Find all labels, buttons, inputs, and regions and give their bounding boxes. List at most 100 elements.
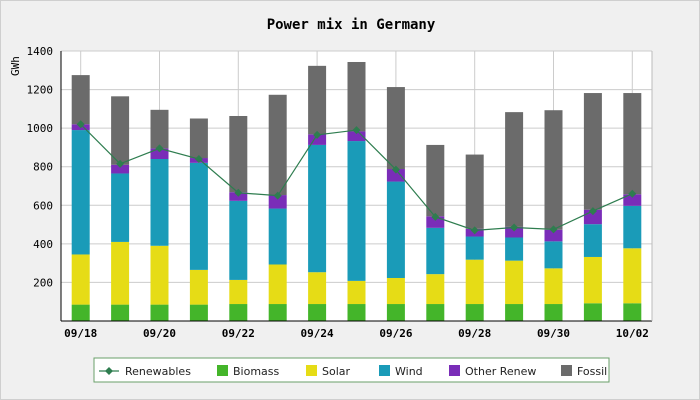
bar-wind [583, 224, 602, 257]
bar-other-renew [268, 195, 287, 209]
bar-solar [426, 274, 445, 305]
x-tick-label: 09/30 [537, 327, 570, 340]
legend-swatch-other-renew [449, 365, 460, 376]
x-tick-label: 09/24 [301, 327, 334, 340]
bar-solar [544, 268, 563, 305]
legend: Renewables Biomass Solar Wind Other Renew Fos… [93, 357, 610, 383]
chart-title: Power mix in Germany [267, 17, 436, 33]
y-tick-label: 600 [33, 199, 53, 212]
bar-solar [465, 259, 484, 305]
y-tick-label: 800 [33, 161, 53, 174]
legend-swatch-wind [379, 365, 390, 376]
bar-fossil [111, 96, 130, 165]
renewables-point [155, 144, 164, 153]
bar-fossil [505, 112, 524, 227]
bar-wind [544, 241, 563, 269]
legend-label-renewables: Renewables [125, 365, 191, 378]
bar-fossil [308, 65, 327, 135]
bar-wind [347, 141, 366, 281]
bar-wind [465, 236, 484, 260]
bar-biomass [229, 304, 248, 321]
bar-fossil [71, 75, 90, 125]
x-tick-label: 09/26 [379, 327, 412, 340]
renewables-point [116, 159, 125, 168]
bar-wind [71, 130, 90, 255]
renewables-point [628, 189, 637, 198]
bar-fossil [229, 115, 248, 193]
bar-biomass [544, 304, 563, 321]
bar-wind [623, 205, 642, 249]
axes: 200 400 600 800 1000 1200 1400 09/18 09/20 09/22 0… [27, 45, 653, 340]
renewables-point [549, 225, 558, 234]
bar-biomass [71, 304, 90, 321]
bar-biomass [111, 304, 130, 321]
bar-wind [229, 200, 248, 280]
bar-other-renew [111, 164, 130, 174]
renewables-point [352, 126, 361, 135]
renewables-line [76, 120, 637, 235]
bar-solar [347, 280, 366, 305]
bar-fossil [150, 109, 169, 149]
bar-other-renew [623, 194, 642, 206]
bar-solar [111, 241, 130, 305]
bar-wind [111, 173, 130, 242]
x-tick-label: 09/28 [458, 327, 491, 340]
bar-solar [623, 248, 642, 304]
renewables-point [431, 212, 440, 221]
bar-solar [189, 269, 208, 305]
y-tick-label: 1400 [27, 45, 54, 58]
legend-marker-renewables [105, 367, 113, 375]
bar-solar [268, 264, 287, 305]
bar-wind [268, 208, 287, 265]
x-tick-label: 09/18 [64, 327, 97, 340]
renewables-point [470, 226, 479, 235]
bar-biomass [150, 304, 169, 321]
bar-wind [426, 227, 445, 275]
bar-other-renew [386, 169, 405, 182]
bar-biomass [386, 304, 405, 321]
bar-other-renew [347, 131, 366, 142]
bar-fossil [347, 61, 366, 132]
legend-swatch-biomass [217, 365, 228, 376]
legend-swatch-solar [306, 365, 317, 376]
renewables-point [391, 165, 400, 174]
bar-biomass [623, 303, 642, 321]
bar-biomass [426, 304, 445, 321]
bar-fossil [544, 110, 563, 230]
legend-label-wind: Wind [395, 365, 423, 378]
bar-solar [505, 260, 524, 305]
bar-fossil [268, 94, 287, 196]
bar-biomass [268, 304, 287, 321]
bar-other-renew [426, 216, 445, 228]
bar-biomass [308, 304, 327, 321]
bar-biomass [347, 304, 366, 321]
bar-wind [189, 162, 208, 270]
renewables-point [76, 120, 85, 129]
bar-solar [583, 256, 602, 304]
bar-solar [71, 254, 90, 305]
x-tick-label: 09/22 [222, 327, 255, 340]
bar-other-renew [308, 134, 327, 145]
bar-solar [386, 277, 405, 305]
legend-label-fossil: Fossil [577, 365, 607, 378]
bar-fossil [465, 154, 484, 229]
renewables-point [234, 188, 243, 197]
bar-solar [150, 245, 169, 305]
legend-label-other-renew: Other Renew [465, 365, 536, 378]
bar-other-renew [544, 229, 563, 242]
y-tick-label: 1200 [27, 84, 54, 97]
y-tick-label: 200 [33, 276, 53, 289]
bar-wind [386, 181, 405, 278]
y-axis-label: GWh [9, 56, 22, 76]
x-tick-label: 09/20 [143, 327, 176, 340]
bar-solar [229, 279, 248, 305]
bar-biomass [465, 304, 484, 321]
x-tick-label: 10/02 [616, 327, 649, 340]
bar-fossil [189, 118, 208, 159]
bars [71, 61, 642, 321]
bar-fossil [426, 144, 445, 217]
renewables-point [273, 191, 282, 200]
bar-wind [150, 159, 169, 246]
